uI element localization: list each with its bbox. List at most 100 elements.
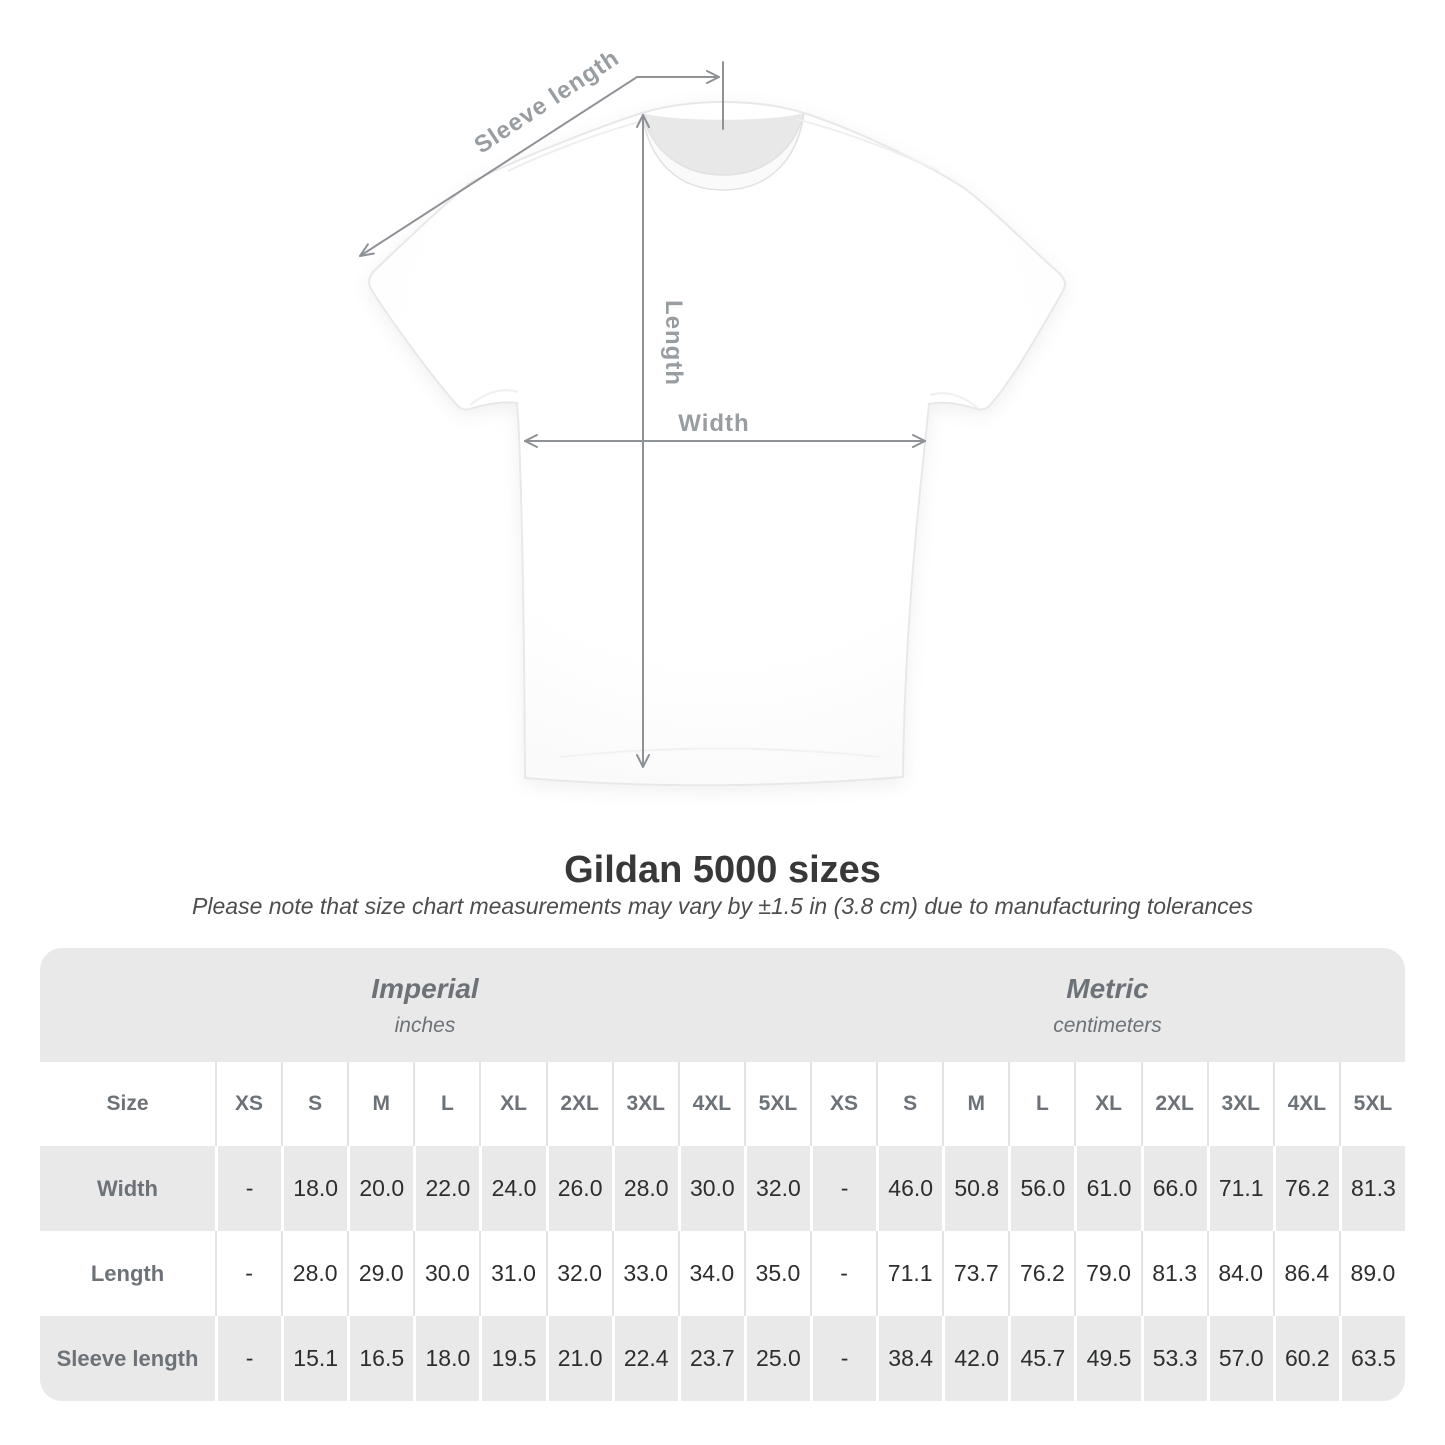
- value-cell: 79.0: [1074, 1231, 1141, 1316]
- imperial-section-header: Imperial inches: [40, 948, 810, 1062]
- value-cell: 28.0: [611, 1146, 678, 1231]
- shoulder-seam-left: [507, 118, 651, 172]
- size-header-cell: 3XL: [1206, 1062, 1273, 1146]
- value-cell: 61.0: [1074, 1146, 1141, 1231]
- size-header-cell: XS: [810, 1062, 876, 1146]
- shoulder-seam-right: [795, 118, 939, 172]
- size-column-header: Size: [106, 1092, 149, 1115]
- row-label: Length: [40, 1231, 215, 1316]
- value-cell: 26.0: [545, 1146, 612, 1231]
- value-cell: 73.7: [942, 1231, 1009, 1316]
- value-cell: 34.0: [677, 1231, 744, 1316]
- value-cell: 63.5: [1338, 1316, 1405, 1401]
- value-cell: 29.0: [347, 1231, 414, 1316]
- value-cell: 53.3: [1140, 1316, 1207, 1401]
- value-cell: 24.0: [479, 1146, 546, 1231]
- value-cell: 60.2: [1272, 1316, 1339, 1401]
- size-table: Imperial inches Metric centimeters Size …: [40, 948, 1405, 1401]
- size-header-cell: 4XL: [677, 1062, 744, 1146]
- imperial-label: Imperial: [371, 972, 479, 1004]
- tshirt-body: [368, 100, 1066, 787]
- value-cell: 89.0: [1338, 1231, 1405, 1316]
- value-cell: 22.4: [611, 1316, 678, 1401]
- size-header-cell: 4XL: [1272, 1062, 1339, 1146]
- value-cell: 35.0: [743, 1231, 810, 1316]
- collar-band: [641, 112, 805, 191]
- size-header-cell: XL: [479, 1062, 545, 1146]
- metric-unit-label: centimeters: [1053, 1013, 1162, 1037]
- value-cell: 21.0: [545, 1316, 612, 1401]
- size-header-cell: L: [1008, 1062, 1074, 1146]
- value-cell: 22.0: [413, 1146, 480, 1231]
- size-header-cell: M: [347, 1062, 413, 1146]
- value-cell: 32.0: [545, 1231, 612, 1316]
- value-cell: 23.7: [677, 1316, 744, 1401]
- value-cell: 84.0: [1206, 1231, 1273, 1316]
- value-cell: -: [215, 1146, 282, 1231]
- size-header-cell: 5XL: [1338, 1062, 1405, 1146]
- value-cell: 71.1: [876, 1231, 943, 1316]
- value-cell: 33.0: [611, 1231, 678, 1316]
- tshirt-measurement-diagram: Sleeve length Length Width: [359, 44, 1066, 787]
- value-cell: 81.3: [1338, 1146, 1405, 1231]
- metric-section-header: Metric centimeters: [810, 948, 1405, 1062]
- value-cell: 15.1: [281, 1316, 348, 1401]
- size-header-cell: 3XL: [611, 1062, 678, 1146]
- width-label: Width: [678, 410, 749, 437]
- value-cell: 71.1: [1206, 1146, 1273, 1231]
- size-header-cell: 2XL: [1140, 1062, 1207, 1146]
- length-label: Length: [660, 300, 687, 386]
- value-cell: -: [215, 1316, 282, 1401]
- value-cell: 81.3: [1140, 1231, 1207, 1316]
- value-cell: -: [810, 1231, 877, 1316]
- size-header-cell: 5XL: [743, 1062, 810, 1146]
- sleeve-crease-right: [929, 392, 979, 409]
- table-body: Width -18.0 20.0 22.0 24.0 26.0 28.0 30.0 32.0-4…: [40, 1146, 1405, 1401]
- value-cell: 18.0: [281, 1146, 348, 1231]
- value-cell: 45.7: [1008, 1316, 1075, 1401]
- value-cell: 25.0: [743, 1316, 810, 1401]
- page-title: Gildan 5000 sizes: [564, 849, 881, 891]
- units-header-row: Imperial inches Metric centimeters: [40, 948, 1405, 1062]
- measurement-row: Length -28.0 29.0 30.0 31.0 32.0 33.0 34.0 35.0-…: [40, 1231, 1405, 1316]
- value-cell: -: [215, 1231, 282, 1316]
- value-cell: 16.5: [347, 1316, 414, 1401]
- row-label: Sleeve length: [40, 1316, 215, 1401]
- value-cell: 28.0: [281, 1231, 348, 1316]
- value-cell: 76.2: [1272, 1146, 1339, 1231]
- value-cell: -: [810, 1146, 877, 1231]
- size-header-row: Size XS S M L XL 2XL 3XL 4XL 5XL XS S M L XL 2XL 3XL 4XL…: [40, 1062, 1405, 1146]
- value-cell: 76.2: [1008, 1231, 1075, 1316]
- value-cell: 19.5: [479, 1316, 546, 1401]
- size-header-cell: S: [281, 1062, 347, 1146]
- sleeve-crease-left: [469, 389, 519, 406]
- value-cell: 32.0: [743, 1146, 810, 1231]
- sleeve-length-arrow: [359, 61, 724, 257]
- value-cell: 18.0: [413, 1316, 480, 1401]
- size-header-cell: 2XL: [545, 1062, 612, 1146]
- value-cell: 30.0: [413, 1231, 480, 1316]
- size-header-cell: M: [942, 1062, 1008, 1146]
- value-cell: 56.0: [1008, 1146, 1075, 1231]
- imperial-unit-label: inches: [394, 1013, 456, 1037]
- size-header-cell: S: [876, 1062, 942, 1146]
- value-cell: 86.4: [1272, 1231, 1339, 1316]
- size-header-cell: XL: [1074, 1062, 1140, 1146]
- size-header-cell: XS: [215, 1062, 281, 1146]
- value-cell: 49.5: [1074, 1316, 1141, 1401]
- value-cell: 50.8: [942, 1146, 1009, 1231]
- value-cell: 30.0: [677, 1146, 744, 1231]
- hem-wrinkle: [559, 747, 881, 758]
- tolerance-note: Please note that size chart measurements…: [192, 893, 1253, 919]
- value-cell: 38.4: [876, 1316, 943, 1401]
- measurement-row: Sleeve length -15.1 16.5 18.0 19.5 21.0 22.4 23…: [40, 1316, 1405, 1401]
- metric-label: Metric: [1066, 972, 1149, 1004]
- value-cell: 66.0: [1140, 1146, 1207, 1231]
- measurement-row: Width -18.0 20.0 22.0 24.0 26.0 28.0 30.0 32.0-4…: [40, 1146, 1405, 1231]
- row-label: Width: [40, 1146, 215, 1231]
- value-cell: 20.0: [347, 1146, 414, 1231]
- size-header-cell: L: [413, 1062, 479, 1146]
- width-arrow: [524, 434, 926, 448]
- value-cell: 57.0: [1206, 1316, 1273, 1401]
- value-cell: 46.0: [876, 1146, 943, 1231]
